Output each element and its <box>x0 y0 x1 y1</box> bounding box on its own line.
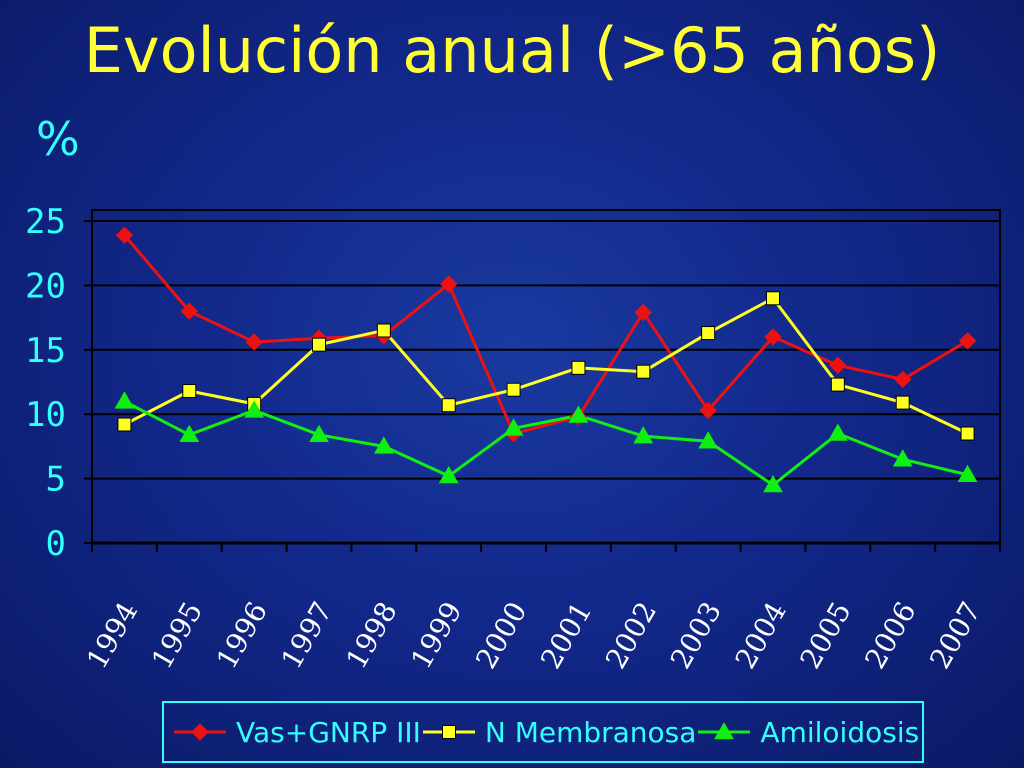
x-tick-label: 1997 <box>275 596 339 674</box>
data-point-2 <box>114 391 135 409</box>
x-tick-label: 2002 <box>599 596 663 674</box>
data-point-1 <box>960 426 975 441</box>
data-point-2 <box>957 464 978 482</box>
data-point-0 <box>764 328 782 346</box>
data-point-1 <box>636 364 651 379</box>
chart-title: Evolución anual (>65 años) <box>83 14 941 87</box>
series-line-0 <box>123 234 969 436</box>
x-tick-label: 1999 <box>404 596 468 674</box>
data-point-1 <box>182 384 197 399</box>
y-tick-label: 10 <box>25 395 66 435</box>
data-point-2 <box>244 400 265 418</box>
y-tick-label: 5 <box>46 460 66 500</box>
x-tick-label: 2004 <box>729 596 793 674</box>
diamond-marker-icon <box>174 723 226 741</box>
series-line-2 <box>123 399 968 487</box>
legend: Vas+GNRP III N Membranosa Amiloidosis <box>162 701 924 763</box>
data-point-1 <box>895 395 910 410</box>
data-point-1 <box>376 323 391 338</box>
data-point-2 <box>763 475 783 493</box>
data-point-2 <box>438 466 459 484</box>
data-point-2 <box>698 431 719 449</box>
x-tick-label: 1995 <box>145 596 209 674</box>
legend-label: N Membranosa <box>484 715 697 749</box>
data-point-2 <box>179 424 200 443</box>
data-point-1 <box>571 360 586 375</box>
data-point-0 <box>180 302 198 320</box>
y-tick-label: 15 <box>25 331 66 371</box>
data-point-0 <box>894 370 912 389</box>
x-tick-label: 2000 <box>469 596 533 674</box>
data-point-1 <box>701 326 716 341</box>
data-point-0 <box>634 303 652 322</box>
x-tick-label: 2007 <box>923 596 987 674</box>
data-point-2 <box>503 418 524 436</box>
legend-marker <box>714 721 735 740</box>
data-point-2 <box>568 405 589 423</box>
legend-marker <box>441 725 456 739</box>
x-tick-label: 2003 <box>664 596 728 674</box>
data-point-1 <box>441 398 456 413</box>
data-point-2 <box>373 436 394 454</box>
y-tick-label: 0 <box>46 524 66 564</box>
data-point-0 <box>829 356 847 374</box>
data-point-2 <box>309 424 329 443</box>
data-point-2 <box>827 423 848 441</box>
legend-item: N Membranosa <box>421 715 697 749</box>
x-tick-label: 1998 <box>340 596 404 674</box>
x-tick-label: 2005 <box>794 596 858 674</box>
data-point-0 <box>115 226 134 244</box>
data-point-2 <box>892 449 913 467</box>
legend-label: Amiloidosis <box>760 715 920 749</box>
data-point-0 <box>958 332 977 350</box>
x-tick-label: 2006 <box>858 596 922 674</box>
data-point-1 <box>830 377 845 392</box>
y-tick-label: 25 <box>25 202 66 242</box>
triangle-marker-icon <box>698 721 751 740</box>
x-tick-label: 1994 <box>80 596 144 674</box>
plot-border <box>91 209 1001 544</box>
legend-item: Amiloidosis <box>696 716 919 749</box>
legend-marker <box>191 723 209 741</box>
square-marker-icon <box>422 725 475 739</box>
y-tick-label: 20 <box>25 266 66 306</box>
data-point-0 <box>440 275 458 293</box>
data-point-0 <box>245 333 263 351</box>
data-point-1 <box>312 337 326 352</box>
data-point-1 <box>117 417 132 432</box>
x-tick-label: 2001 <box>534 596 598 674</box>
data-point-1 <box>506 382 521 397</box>
data-point-2 <box>633 426 654 444</box>
y-axis-label: % <box>36 112 80 166</box>
legend-item: Vas+GNRP III <box>172 716 421 749</box>
series-line-1 <box>123 296 969 435</box>
x-tick-label: 1996 <box>210 596 274 674</box>
legend-label: Vas+GNRP III <box>236 715 421 749</box>
data-point-0 <box>699 401 717 420</box>
data-point-1 <box>766 291 780 306</box>
